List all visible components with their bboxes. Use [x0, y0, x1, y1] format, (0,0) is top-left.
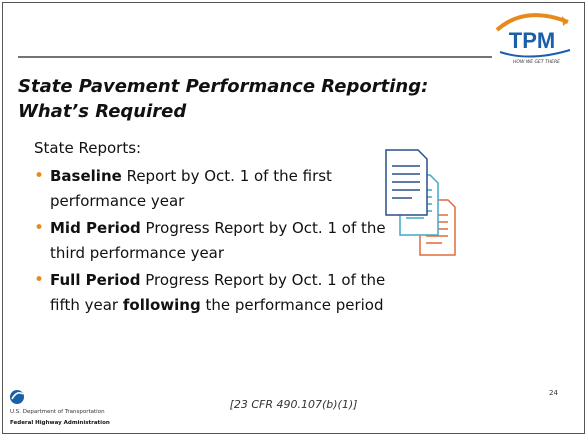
logo-tagline: HOW WE GET THERE	[513, 59, 560, 65]
bullet-text: following	[122, 295, 201, 314]
documents-icon	[385, 149, 456, 256]
bullet-text: Mid Period	[50, 219, 141, 237]
agency-name: U.S. Department of Transportation	[10, 409, 105, 415]
slide-title: State Pavement Performance Reporting: Wh…	[18, 74, 428, 124]
bullet-text: Report by Oct. 1 of the first performanc…	[50, 167, 332, 210]
page-number: 24	[549, 389, 558, 397]
logo-text: TPM	[509, 28, 555, 53]
bullet-list: Baseline Report by Oct. 1 of the first p…	[34, 164, 394, 320]
bullet-text: Full Period	[50, 271, 141, 289]
bullet-text: Progress Report by Oct. 1 of the third p…	[50, 219, 386, 262]
logo-arrow	[562, 16, 568, 26]
title-line: State Pavement Performance Reporting:	[18, 76, 429, 97]
title-line: What’s Required	[18, 101, 187, 122]
bullet: Full Period Progress Report by Oct. 1 of…	[34, 268, 394, 317]
dot-logo	[10, 390, 24, 404]
agency-name: Federal Highway Administration	[10, 420, 110, 426]
bullet: Baseline Report by Oct. 1 of the first p…	[34, 164, 394, 213]
logo-swoosh	[495, 13, 569, 32]
logo-underline	[499, 49, 571, 58]
bullet-text: Baseline	[50, 167, 122, 185]
intro-text: State Reports:	[34, 139, 142, 157]
citation: [23 CFR 490.107(b)(1)]	[229, 398, 358, 411]
tpm-logo: TPM HOW WE GET THERE	[495, 13, 571, 65]
bullet-text: the performance period	[200, 295, 384, 314]
bullet: Mid Period Progress Report by Oct. 1 of …	[34, 216, 394, 265]
bullet-text: Progress Report by Oct. 1 of the fifth y…	[50, 271, 386, 314]
